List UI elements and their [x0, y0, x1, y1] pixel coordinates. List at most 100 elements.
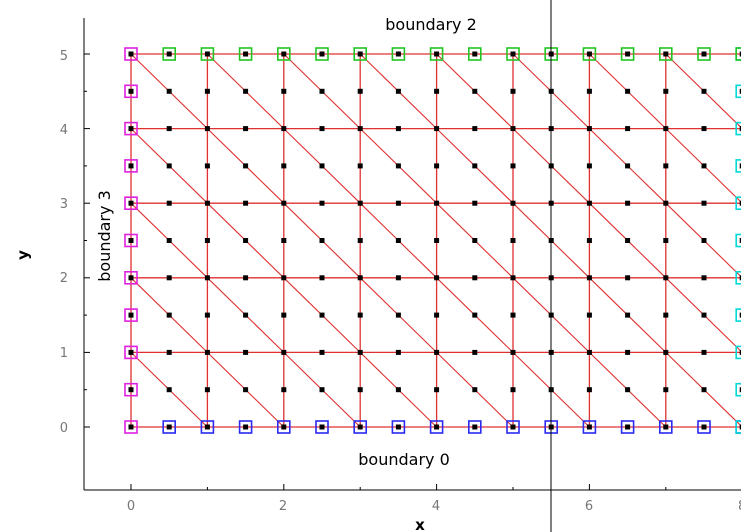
boundary-2-marker	[506, 47, 520, 61]
mesh-node	[586, 51, 592, 57]
mesh-node	[395, 51, 401, 57]
mesh-node	[510, 349, 516, 355]
y-tick-label: 0	[60, 421, 68, 436]
boundary-0-marker	[353, 420, 368, 434]
mesh-node	[434, 312, 440, 318]
mesh-node	[128, 200, 134, 206]
mesh-node	[166, 51, 172, 57]
mesh-node	[701, 88, 707, 94]
mesh-node	[625, 163, 631, 169]
mesh-node	[472, 200, 478, 206]
mesh-node	[357, 349, 363, 355]
mesh-node	[739, 424, 741, 430]
mesh-node	[319, 238, 325, 243]
boundary-2-marker	[429, 47, 444, 61]
mesh-node	[204, 238, 210, 243]
boundary-3-marker	[124, 121, 138, 136]
mesh-node	[319, 163, 325, 169]
mesh-node	[357, 424, 363, 430]
mesh-node	[586, 424, 592, 430]
boundary-0-marker	[238, 420, 253, 434]
mesh-node	[243, 88, 249, 94]
mesh-node	[739, 349, 741, 355]
mesh-node	[739, 275, 741, 281]
mesh-node	[243, 126, 249, 132]
mesh-node	[625, 312, 631, 318]
mesh-node	[625, 349, 631, 355]
mesh-node	[625, 275, 631, 281]
boundary-0-marker	[315, 420, 329, 434]
mesh-node	[625, 200, 631, 206]
x-tick-label: 4	[432, 499, 440, 514]
mesh-node	[434, 424, 440, 430]
mesh-node	[701, 424, 707, 430]
mesh-node	[434, 51, 440, 57]
mesh-node	[395, 349, 401, 355]
boundary-2-label: boundary 2	[385, 15, 477, 34]
mesh-node	[663, 312, 669, 318]
mesh-node	[281, 163, 287, 169]
mesh-node	[357, 387, 363, 393]
tick-marks	[84, 53, 667, 490]
mesh-node	[128, 126, 134, 132]
mesh-node	[395, 163, 401, 169]
mesh-node	[204, 312, 210, 318]
x-tick-labels: 0 2 4 6 8	[127, 499, 741, 514]
mesh-node	[243, 51, 249, 57]
mesh-node	[625, 387, 631, 393]
mesh-node	[586, 238, 592, 243]
mesh-node	[663, 275, 669, 281]
mesh-node	[739, 238, 741, 243]
mesh-node	[319, 88, 325, 94]
mesh-node	[701, 163, 707, 169]
boundary-2-marker	[162, 47, 176, 61]
boundary-0-marker	[697, 420, 711, 434]
mesh-node	[701, 275, 707, 281]
boundary-3-marker	[124, 345, 138, 360]
mesh-node	[663, 238, 669, 243]
mesh-node	[434, 387, 440, 393]
mesh-node	[166, 349, 172, 355]
mesh-node	[395, 238, 401, 243]
boundary-2-marker	[658, 47, 673, 61]
x-tick-label: 0	[127, 499, 135, 514]
mesh-node	[166, 312, 172, 318]
mesh-node	[472, 424, 478, 430]
mesh-node	[243, 275, 249, 281]
boundary-3-marker	[124, 308, 138, 322]
mesh-node	[739, 126, 741, 132]
mesh-node	[701, 387, 707, 393]
mesh-node	[586, 200, 592, 206]
mesh-node	[357, 88, 363, 94]
mesh-node	[625, 51, 631, 57]
mesh-node	[319, 424, 325, 430]
mesh-node	[434, 275, 440, 281]
mesh-node	[319, 200, 325, 206]
mesh-node	[510, 312, 516, 318]
mesh-node	[243, 424, 249, 430]
mesh-node	[739, 312, 741, 318]
mesh-node	[319, 275, 325, 281]
boundary-3-marker	[124, 84, 138, 99]
mesh-node	[701, 200, 707, 206]
mesh-node	[243, 163, 249, 169]
boundary-3-marker	[124, 420, 138, 434]
mesh-node	[319, 312, 325, 318]
mesh-node	[281, 88, 287, 94]
mesh-node	[663, 88, 669, 94]
mesh-node	[739, 387, 741, 393]
mesh-node	[586, 387, 592, 393]
mesh-node	[434, 88, 440, 94]
boundary-0-label: boundary 0	[358, 450, 450, 469]
mesh-node	[243, 387, 249, 393]
mesh-node	[128, 387, 134, 393]
mesh-node	[472, 51, 478, 57]
boundary-1-marker	[735, 345, 741, 360]
mesh-node	[510, 200, 516, 206]
mesh-node	[281, 349, 287, 355]
mesh-node	[357, 312, 363, 318]
mesh-node	[281, 424, 287, 430]
mesh-node	[357, 126, 363, 132]
mesh-node	[472, 349, 478, 355]
mesh-node	[510, 163, 516, 169]
